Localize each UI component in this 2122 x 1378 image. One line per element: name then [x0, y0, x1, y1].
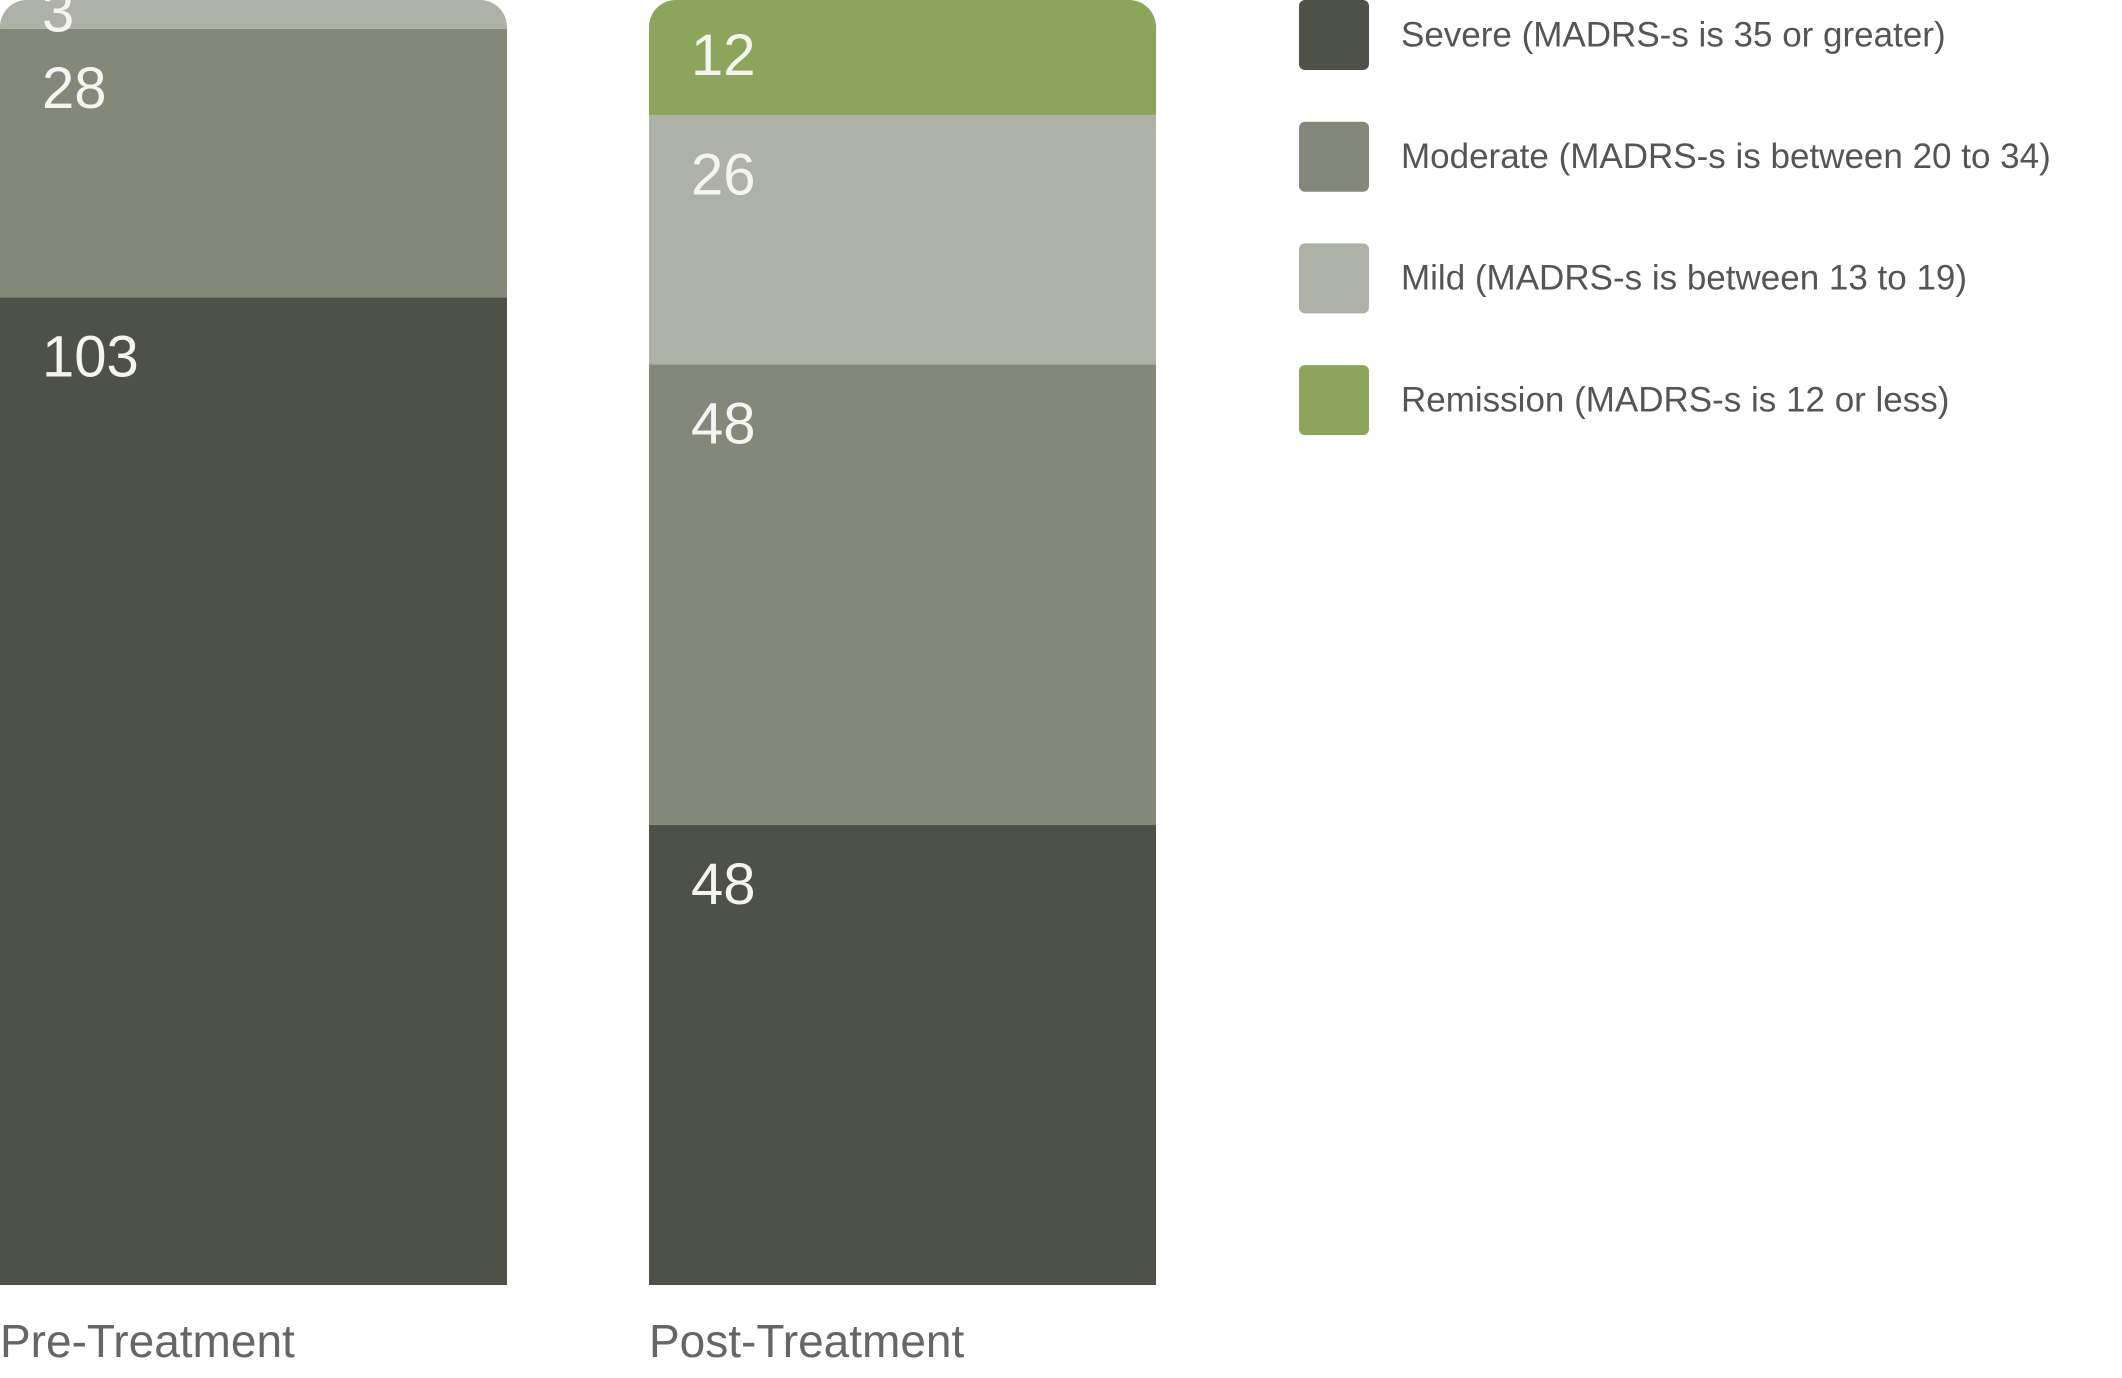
- category-label: Pre-Treatment: [0, 1315, 295, 1367]
- bar-group: 103 28 3: [0, 0, 507, 1285]
- legend-swatch: [1299, 365, 1369, 436]
- value-label: 12: [691, 23, 756, 88]
- category-label: Post-Treatment: [649, 1315, 965, 1367]
- value-label: 48: [691, 852, 756, 917]
- bar-segment: [649, 115, 1156, 365]
- bar-segment: [0, 297, 507, 1285]
- value-label: 26: [691, 142, 756, 207]
- legend-swatch: [1299, 243, 1369, 314]
- value-label: 3: [42, 0, 74, 45]
- bar-segment: [649, 824, 1156, 1285]
- legend-swatch: [1299, 121, 1369, 192]
- bar-segment: [0, 28, 507, 298]
- bar-segment: [649, 364, 1156, 825]
- legend-label: Remission (MADRS-s is 12 or less): [1401, 380, 1949, 419]
- value-label: 103: [42, 325, 139, 390]
- legend-label: Severe (MADRS-s is 35 or greater): [1401, 15, 1946, 54]
- value-label: 48: [691, 392, 756, 457]
- legend-label: Moderate (MADRS-s is between 20 to 34): [1401, 137, 2051, 176]
- legend-label: Mild (MADRS-s is between 13 to 19): [1401, 259, 1967, 298]
- value-label: 28: [42, 56, 107, 121]
- bar-segment: [649, 0, 1156, 116]
- bar-group: 48 48 26 12: [649, 0, 1156, 1285]
- legend-swatch: [1299, 0, 1369, 70]
- bar-segment: [0, 0, 507, 29]
